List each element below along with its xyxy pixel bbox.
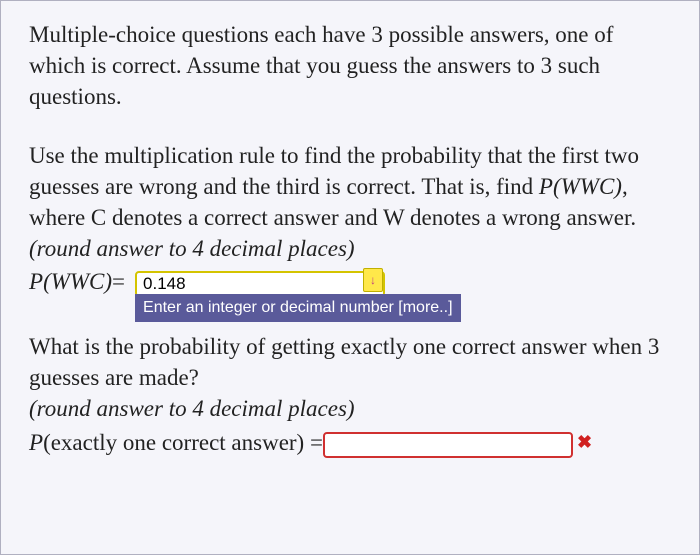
dropdown-arrow-icon[interactable]: ↓ bbox=[363, 268, 383, 292]
incorrect-x-icon: ✖ bbox=[577, 430, 592, 454]
q2-input-wrap bbox=[323, 427, 573, 458]
q1-equals: = bbox=[112, 266, 125, 297]
q2-eq-rest: (exactly one correct answer) = bbox=[43, 427, 323, 458]
question-panel: Multiple-choice questions each have 3 po… bbox=[0, 0, 700, 555]
q2-answer-input[interactable] bbox=[323, 432, 573, 458]
input-tooltip[interactable]: Enter an integer or decimal number [more… bbox=[135, 294, 460, 322]
intro-text: Multiple-choice questions each have 3 po… bbox=[29, 19, 671, 112]
q1-expr-P: P bbox=[539, 174, 553, 199]
q1-eq-args: (WWC) bbox=[43, 266, 112, 297]
q2-prompt: What is the probability of getting exact… bbox=[29, 331, 671, 393]
q1-round-note: (round answer to 4 decimal places) bbox=[29, 233, 671, 264]
q1-prompt: Use the multiplication rule to find the … bbox=[29, 140, 671, 233]
q2-round-note: (round answer to 4 decimal places) bbox=[29, 393, 671, 424]
q1-eq-P: P bbox=[29, 266, 43, 297]
q2-eq-P: P bbox=[29, 427, 43, 458]
q1-expr-args: (WWC) bbox=[553, 174, 622, 199]
q1-input-wrap: ↓ Enter an integer or decimal number [mo… bbox=[135, 266, 385, 297]
q1-equation-row: P(WWC) = ↓ Enter an integer or decimal n… bbox=[29, 266, 671, 297]
q2-equation-row: P(exactly one correct answer) = ✖ bbox=[29, 427, 671, 458]
